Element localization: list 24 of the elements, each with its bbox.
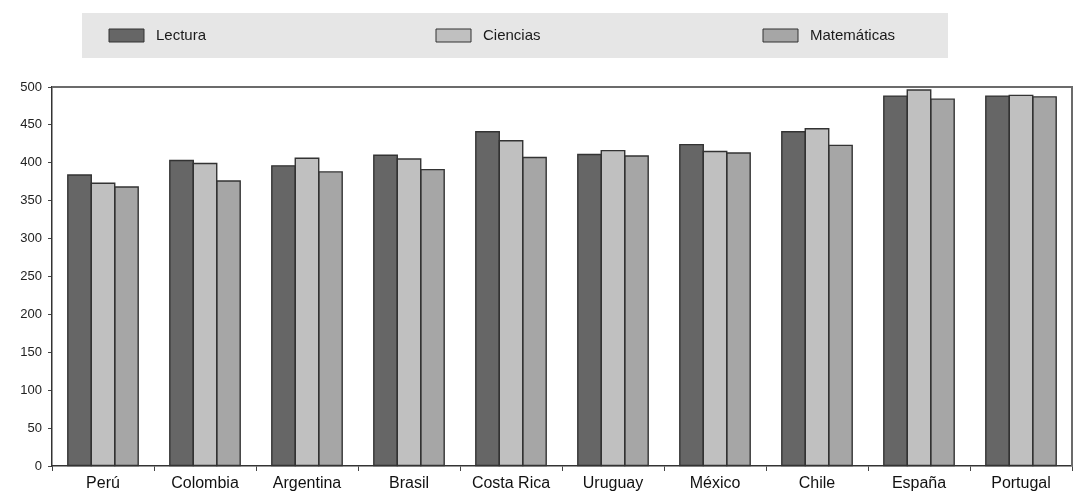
y-tick-label: 0	[34, 457, 42, 473]
legend-label: Matemáticas	[810, 25, 896, 43]
legend-label: Ciencias	[483, 25, 541, 43]
y-tick-label: 350	[20, 192, 42, 208]
y-tick-label: 400	[20, 154, 42, 170]
y-tick-label: 100	[20, 381, 42, 397]
x-tick-label: Chile	[798, 474, 836, 492]
x-tick-label: México	[689, 474, 741, 492]
legend-label: Lectura	[156, 25, 207, 43]
x-tick-label: Costa Rica	[471, 474, 551, 492]
x-tick-label: España	[891, 474, 947, 492]
y-tick-label: 300	[20, 230, 42, 246]
y-tick-label: 200	[20, 305, 42, 321]
x-tick-label: Colombia	[171, 474, 239, 492]
y-tick-label: 500	[20, 78, 42, 94]
x-tick-label: Argentina	[272, 474, 342, 492]
x-tick-label: Uruguay	[582, 474, 644, 492]
y-tick-label: 250	[20, 268, 42, 284]
y-tick-label: 150	[20, 343, 42, 359]
y-tick-label: 50	[27, 419, 42, 435]
x-tick-label: Perú	[86, 474, 120, 492]
y-tick-label: 450	[20, 116, 42, 132]
x-tick-label: Brasil	[388, 474, 430, 492]
x-tick-label: Portugal	[991, 474, 1051, 492]
